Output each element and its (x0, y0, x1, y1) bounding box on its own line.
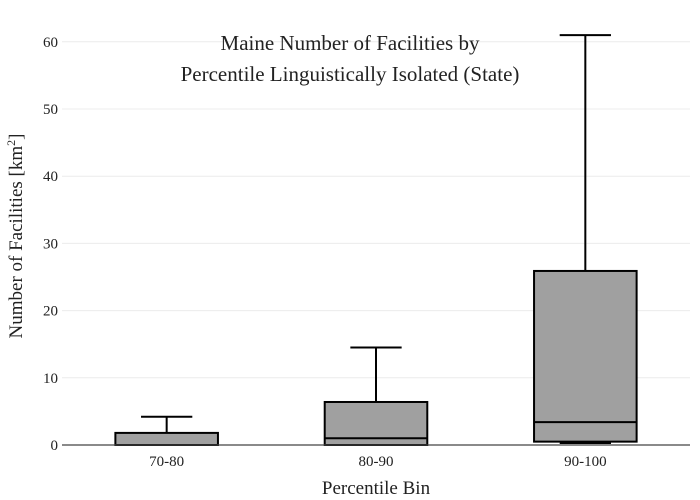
y-tick-label-50: 50 (43, 102, 58, 118)
box-80-90 (323, 346, 429, 447)
y-tick-label-10: 10 (43, 371, 58, 387)
box-iqr (114, 431, 219, 446)
y-axis-title-text: Number of Facilities [km (6, 146, 27, 339)
chart-title-line-2: Percentile Linguistically Isolated (Stat… (181, 62, 520, 86)
y-tick-label-20: 20 (43, 304, 58, 320)
y-tick-label-60: 60 (43, 35, 58, 51)
y-axis-title: Number of Facilities [km2] (4, 134, 27, 339)
x-axis-title: Percentile Bin (322, 478, 431, 499)
y-axis-title-close: ] (6, 134, 27, 140)
y-axis-title-superscript: 2 (4, 140, 18, 146)
box-iqr (533, 269, 638, 443)
x-axis-ticks: 70-80 80-90 90-100 (149, 454, 606, 470)
y-tick-label-30: 30 (43, 236, 58, 252)
box-series (114, 34, 638, 447)
y-tick-label-40: 40 (43, 169, 58, 185)
x-tick-label-80-90: 80-90 (359, 454, 394, 470)
box-70-80 (114, 415, 219, 446)
y-axis-ticks: 0 10 20 30 40 50 60 (43, 35, 58, 454)
x-tick-label-70-80: 70-80 (149, 454, 184, 470)
x-tick-label-90-100: 90-100 (564, 454, 607, 470)
chart-title-line-1: Maine Number of Facilities by (221, 31, 480, 55)
y-tick-label-0: 0 (51, 438, 59, 454)
box-90-100 (533, 34, 638, 444)
